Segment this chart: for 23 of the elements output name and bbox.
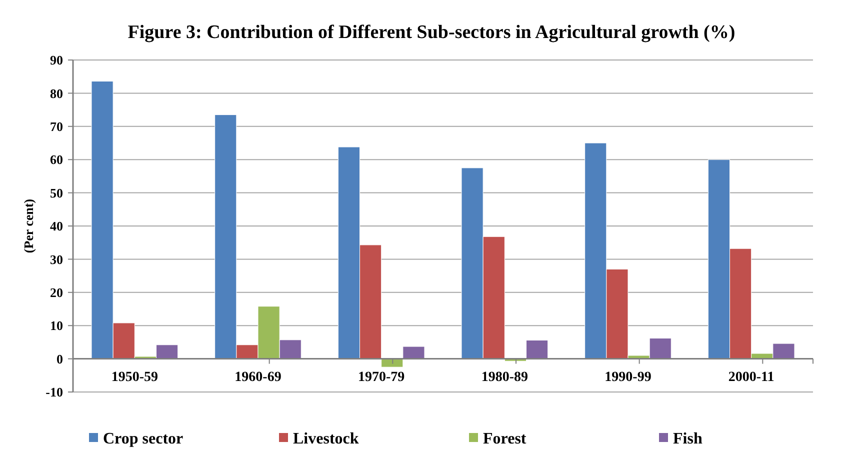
y-tick-label: 90	[50, 52, 63, 68]
chart-title: Figure 3: Contribution of Different Sub-sectors in Agricultural growth (%)	[128, 22, 736, 43]
legend-label: Livestock	[293, 430, 359, 448]
legend-label: Fish	[673, 430, 702, 448]
y-tick-label: 40	[50, 218, 63, 234]
x-tick-label: 1970-79	[358, 370, 405, 385]
y-tick-label: 0	[56, 351, 63, 366]
y-tick-label: -10	[46, 384, 63, 400]
legend-label: Forest	[483, 430, 527, 448]
legend-label: Crop sector	[103, 430, 184, 448]
x-tick-label: 1990-99	[604, 370, 652, 385]
y-tick-label: 10	[50, 318, 63, 334]
y-tick-label: 80	[50, 86, 63, 101]
y-tick-label: 60	[50, 152, 63, 168]
y-tick-label: 70	[50, 118, 63, 134]
x-tick-label: 1980-89	[481, 370, 528, 385]
y-axis-title: (Per cent)	[21, 198, 36, 254]
x-tick-label: 1960-69	[234, 370, 282, 385]
x-tick-label: 1950-59	[111, 370, 158, 385]
y-tick-label: 50	[50, 185, 63, 200]
x-tick-label: 2000-11	[728, 370, 774, 385]
y-tick-label: 30	[50, 252, 63, 267]
y-tick-label: 20	[50, 284, 63, 300]
